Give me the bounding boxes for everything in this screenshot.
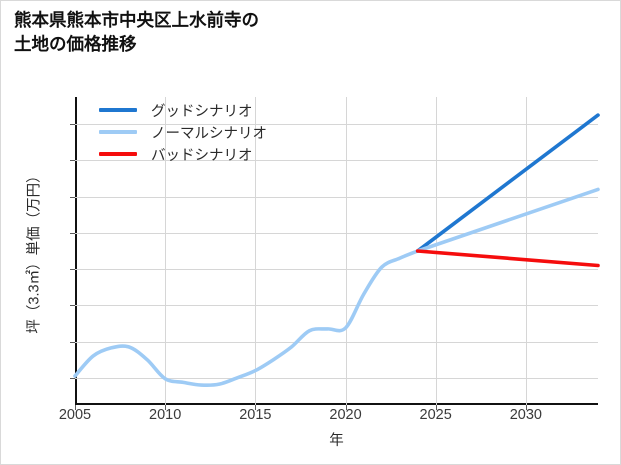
gridline-horizontal: [75, 341, 598, 343]
chart-title: 熊本県熊本市中央区上水前寺の 土地の価格推移: [14, 10, 259, 54]
series-line: [415, 113, 600, 253]
x-axis-line: [75, 403, 598, 405]
gridline-horizontal: [75, 232, 598, 234]
x-tick-mark: [345, 405, 347, 410]
x-tick-mark: [255, 405, 257, 410]
series-line: [415, 249, 600, 268]
y-tick-mark: [70, 196, 75, 198]
y-tick-mark: [70, 160, 75, 162]
series-line: [415, 187, 600, 253]
gridline-vertical: [345, 97, 347, 405]
legend-item[interactable]: バッドシナリオ: [99, 143, 319, 165]
x-tick-label: 2005: [58, 407, 92, 423]
x-tick-mark: [435, 405, 437, 410]
legend-label: グッドシナリオ: [151, 103, 253, 120]
gridline-horizontal: [75, 305, 598, 307]
chart-legend: グッドシナリオ ノーマルシナリオ バッドシナリオ: [99, 99, 319, 165]
gridline-horizontal: [75, 377, 598, 379]
legend-color-swatch: [99, 130, 137, 134]
gridline-horizontal: [75, 196, 598, 198]
y-axis-label: 坪（3.3㎡）単価（万円）: [26, 168, 43, 334]
x-tick-label: 2015: [239, 407, 272, 423]
y-tick-mark: [70, 124, 75, 126]
x-tick-label: 2010: [149, 407, 182, 423]
gridline-horizontal: [75, 124, 598, 126]
legend-color-swatch: [99, 152, 137, 156]
legend-color-swatch: [99, 108, 137, 112]
gridline-horizontal: [75, 160, 598, 162]
legend-item[interactable]: グッドシナリオ: [99, 99, 319, 121]
y-tick-mark: [70, 232, 75, 234]
legend-label: バッドシナリオ: [151, 147, 253, 164]
x-tick-mark: [525, 405, 527, 410]
y-tick-mark: [70, 305, 75, 307]
legend-item[interactable]: ノーマルシナリオ: [99, 121, 319, 143]
x-tick-mark: [75, 405, 76, 410]
gridline-vertical: [525, 97, 527, 405]
x-tick-label: 2020: [329, 407, 362, 423]
y-axis-line: [75, 97, 77, 405]
y-tick-mark: [70, 377, 75, 379]
x-tick-label: 2030: [509, 407, 542, 423]
legend-label: ノーマルシナリオ: [151, 125, 267, 142]
x-tick-label: 2025: [419, 407, 452, 423]
gridline-vertical: [165, 97, 167, 405]
y-tick-mark: [70, 341, 75, 343]
x-axis-label: 年: [329, 433, 344, 449]
gridline-vertical: [255, 97, 257, 405]
x-tick-mark: [165, 405, 167, 410]
y-tick-mark: [70, 269, 75, 271]
plot-area: 3234363840424446 20052010201520202025203…: [27, 97, 600, 449]
series-layer: [73, 113, 600, 388]
gridline-horizontal: [75, 269, 598, 271]
series-line: [73, 249, 420, 388]
